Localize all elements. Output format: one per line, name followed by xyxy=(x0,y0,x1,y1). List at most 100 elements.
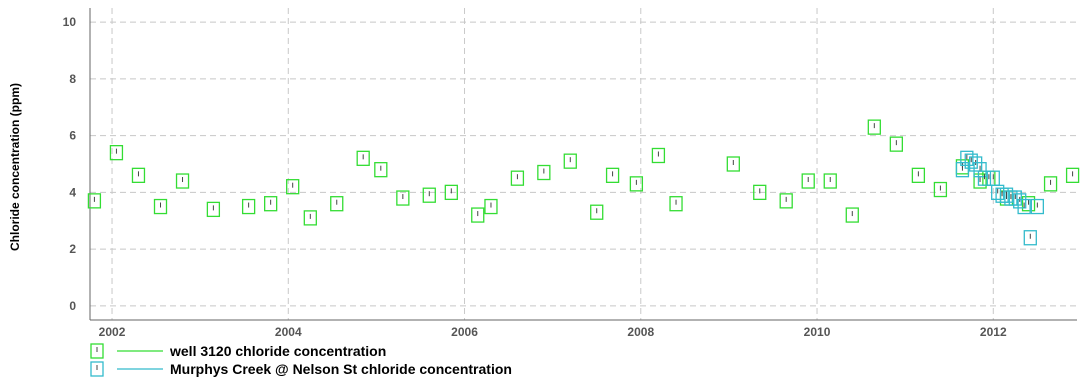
data-point xyxy=(779,193,793,209)
marker-box xyxy=(330,196,344,212)
data-point xyxy=(1008,190,1022,206)
marker-box xyxy=(396,190,410,206)
marker-box xyxy=(960,150,974,166)
marker-box xyxy=(753,184,767,201)
data-point xyxy=(484,198,498,215)
data-point xyxy=(605,167,620,183)
data-point xyxy=(471,207,485,223)
data-point xyxy=(1021,196,1036,212)
marker-box xyxy=(153,198,168,215)
data-point xyxy=(109,145,124,161)
x-tick-label: 2006 xyxy=(451,325,478,339)
marker-box xyxy=(206,201,221,218)
legend-label: Murphys Creek @ Nelson St chloride conce… xyxy=(170,361,512,377)
marker-box xyxy=(1065,167,1080,183)
data-point xyxy=(510,170,525,186)
marker-box xyxy=(286,179,300,195)
marker-box xyxy=(87,193,102,209)
data-point xyxy=(1065,167,1080,183)
x-tick-label: 2008 xyxy=(627,325,654,339)
marker-box xyxy=(374,162,388,178)
marker-box xyxy=(484,198,498,215)
marker-box xyxy=(969,156,983,172)
marker-box xyxy=(303,210,317,226)
data-point xyxy=(999,187,1014,203)
data-point xyxy=(374,162,388,178)
data-point xyxy=(801,173,815,189)
marker-box xyxy=(999,187,1014,203)
data-point xyxy=(286,179,300,195)
data-point xyxy=(444,184,458,201)
marker-box xyxy=(1013,193,1027,209)
data-point xyxy=(845,207,859,223)
marker-box xyxy=(1021,196,1036,212)
data-point xyxy=(889,136,903,152)
data-point xyxy=(1030,198,1044,215)
marker-box xyxy=(264,196,278,212)
data-point xyxy=(977,170,992,186)
marker-box xyxy=(801,173,815,189)
marker-box xyxy=(537,164,551,181)
legend-label: well 3120 chloride concentration xyxy=(169,343,386,359)
y-tick-label: 10 xyxy=(63,15,77,29)
data-point xyxy=(175,173,190,189)
marker-box xyxy=(444,184,458,201)
y-tick-label: 0 xyxy=(69,299,76,313)
data-point xyxy=(537,164,551,181)
marker-box xyxy=(651,147,666,164)
marker-box xyxy=(845,207,859,223)
data-point xyxy=(973,162,987,178)
y-tick-label: 8 xyxy=(69,72,76,86)
x-tick-label: 2010 xyxy=(804,325,831,339)
axes: 0 2 4 6 8 10 2002 2004 2006 2008 2010 2012 xyxy=(63,8,1077,339)
marker-box xyxy=(563,153,577,169)
marker-box xyxy=(911,167,926,183)
y-axis-label: Chloride concentration (ppm) xyxy=(8,83,22,251)
marker-box xyxy=(1017,198,1031,215)
legend-marker xyxy=(90,361,104,377)
data-point xyxy=(955,162,970,178)
data-point xyxy=(590,204,604,220)
marker-box xyxy=(90,343,104,359)
marker-box xyxy=(933,181,948,198)
data-point xyxy=(629,176,644,192)
data-point xyxy=(651,147,666,164)
data-point xyxy=(823,173,837,189)
marker-box xyxy=(629,176,644,192)
plot-area xyxy=(87,119,1080,246)
marker-box xyxy=(605,167,620,183)
data-point xyxy=(396,190,410,206)
data-point xyxy=(1017,198,1031,215)
marker-box xyxy=(1030,198,1044,215)
marker-box xyxy=(779,193,793,209)
data-point xyxy=(867,119,881,135)
data-point xyxy=(206,201,221,218)
data-point xyxy=(669,196,683,212)
data-point xyxy=(330,196,344,212)
marker-box xyxy=(241,198,256,215)
x-tick-label: 2012 xyxy=(980,325,1007,339)
marker-box xyxy=(964,153,978,169)
marker-box xyxy=(109,145,124,161)
marker-box xyxy=(510,170,525,186)
y-tick-label: 4 xyxy=(69,185,76,199)
y-tick-label: 6 xyxy=(69,129,76,143)
marker-box xyxy=(973,173,987,189)
data-point xyxy=(964,153,978,169)
marker-box xyxy=(90,361,104,377)
marker-box xyxy=(1023,230,1037,246)
marker-box xyxy=(356,150,370,166)
marker-box xyxy=(669,196,683,212)
marker-box xyxy=(471,207,485,223)
legend-marker xyxy=(90,343,104,359)
data-point xyxy=(1043,176,1058,192)
data-point xyxy=(933,181,948,198)
data-point xyxy=(131,167,146,183)
marker-box xyxy=(131,167,146,183)
data-point xyxy=(726,156,740,172)
marker-box xyxy=(991,184,1005,201)
x-tick-label: 2002 xyxy=(99,325,126,339)
y-tick-label: 2 xyxy=(69,242,76,256)
